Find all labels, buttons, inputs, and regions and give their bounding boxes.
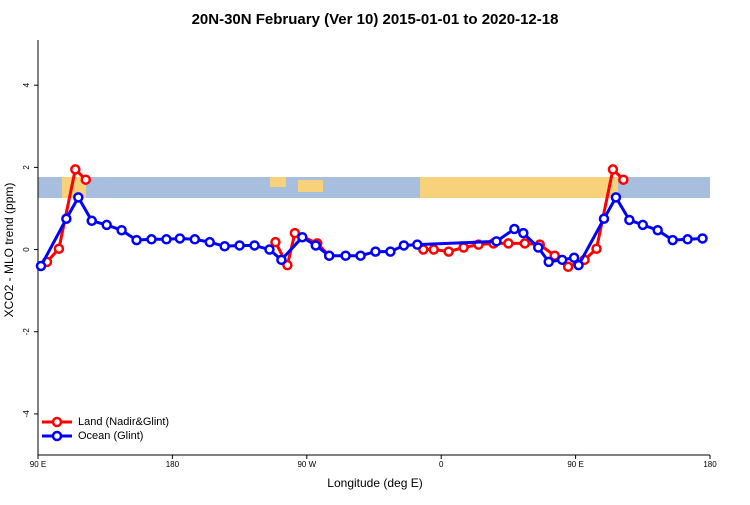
map-land (270, 177, 286, 187)
data-point (652, 224, 663, 236)
data-point (370, 246, 381, 257)
data-point (189, 234, 201, 245)
data-point (443, 246, 454, 257)
data-point (618, 174, 629, 185)
data-point (249, 240, 260, 251)
map-band (38, 177, 710, 198)
legend-label: Land (Nadir&Glint) (78, 416, 169, 428)
data-point (573, 259, 584, 271)
data-point (161, 234, 172, 245)
data-point (80, 174, 92, 185)
data-point (412, 239, 423, 250)
data-point (289, 227, 301, 239)
map-land (560, 177, 618, 198)
data-point (174, 233, 186, 244)
series-line (45, 166, 87, 263)
data-point (533, 242, 544, 253)
legend-label: Ocean (Glint) (78, 430, 143, 442)
data-point (556, 254, 568, 266)
data-point (398, 240, 410, 251)
x-tick-label: 180 (166, 460, 180, 469)
data-point (568, 252, 580, 264)
data-point (70, 164, 81, 175)
data-point (53, 243, 65, 254)
data-point (61, 213, 72, 224)
data-point (86, 215, 98, 227)
data-point (509, 223, 520, 235)
y-tick-label: 4 (22, 82, 31, 87)
data-point (270, 236, 281, 248)
data-point (591, 243, 602, 254)
y-tick-label: -2 (22, 328, 31, 336)
y-tick-label: 2 (22, 165, 31, 170)
data-point (131, 234, 142, 246)
data-point (340, 250, 351, 261)
data-point (35, 260, 47, 272)
y-tick-label: -4 (22, 410, 31, 418)
legend-marker (51, 416, 63, 428)
data-point (598, 213, 610, 224)
data-point (385, 246, 396, 257)
data-point (458, 242, 469, 253)
data-point (697, 233, 708, 244)
data-point (116, 224, 127, 236)
x-axis-title: Longitude (deg E) (327, 476, 422, 490)
data-point (667, 234, 678, 246)
data-point (519, 238, 531, 249)
data-point (543, 256, 554, 268)
data-point (491, 236, 502, 247)
data-point (297, 231, 308, 243)
legend: Land (Nadir&Glint) Ocean (Glint) (42, 416, 169, 442)
y-axis-title: XCO2 - MLO trend (ppm) (2, 183, 16, 318)
x-tick-label: 90 E (30, 460, 46, 469)
data-point (264, 244, 275, 255)
data-point (610, 192, 622, 203)
data-point (518, 227, 529, 239)
data-point (355, 250, 366, 261)
x-tick-label: 0 (439, 460, 444, 469)
data-point (637, 219, 649, 231)
data-point (234, 240, 245, 251)
data-point (204, 236, 215, 248)
y-tick-label: 0 (22, 247, 31, 252)
map-land (298, 180, 323, 192)
data-point (323, 250, 335, 261)
data-point (562, 261, 574, 273)
x-tick-label: 90 W (297, 460, 316, 469)
data-point (503, 238, 514, 249)
data-point (428, 244, 439, 255)
data-point (146, 234, 157, 245)
legend-marker (51, 430, 63, 442)
data-point (607, 164, 619, 175)
data-point (73, 192, 84, 203)
data-point (101, 219, 112, 231)
series-line (39, 194, 703, 269)
data-point (310, 240, 322, 251)
data-point (219, 241, 230, 252)
x-tick-label: 180 (703, 460, 717, 469)
data-point (624, 214, 635, 226)
x-tick-label: 90 E (567, 460, 583, 469)
chart-title: 20N-30N February (Ver 10) 2015-01-01 to … (192, 11, 559, 28)
data-point (682, 234, 693, 245)
data-point (276, 254, 287, 266)
map-land (420, 177, 560, 198)
